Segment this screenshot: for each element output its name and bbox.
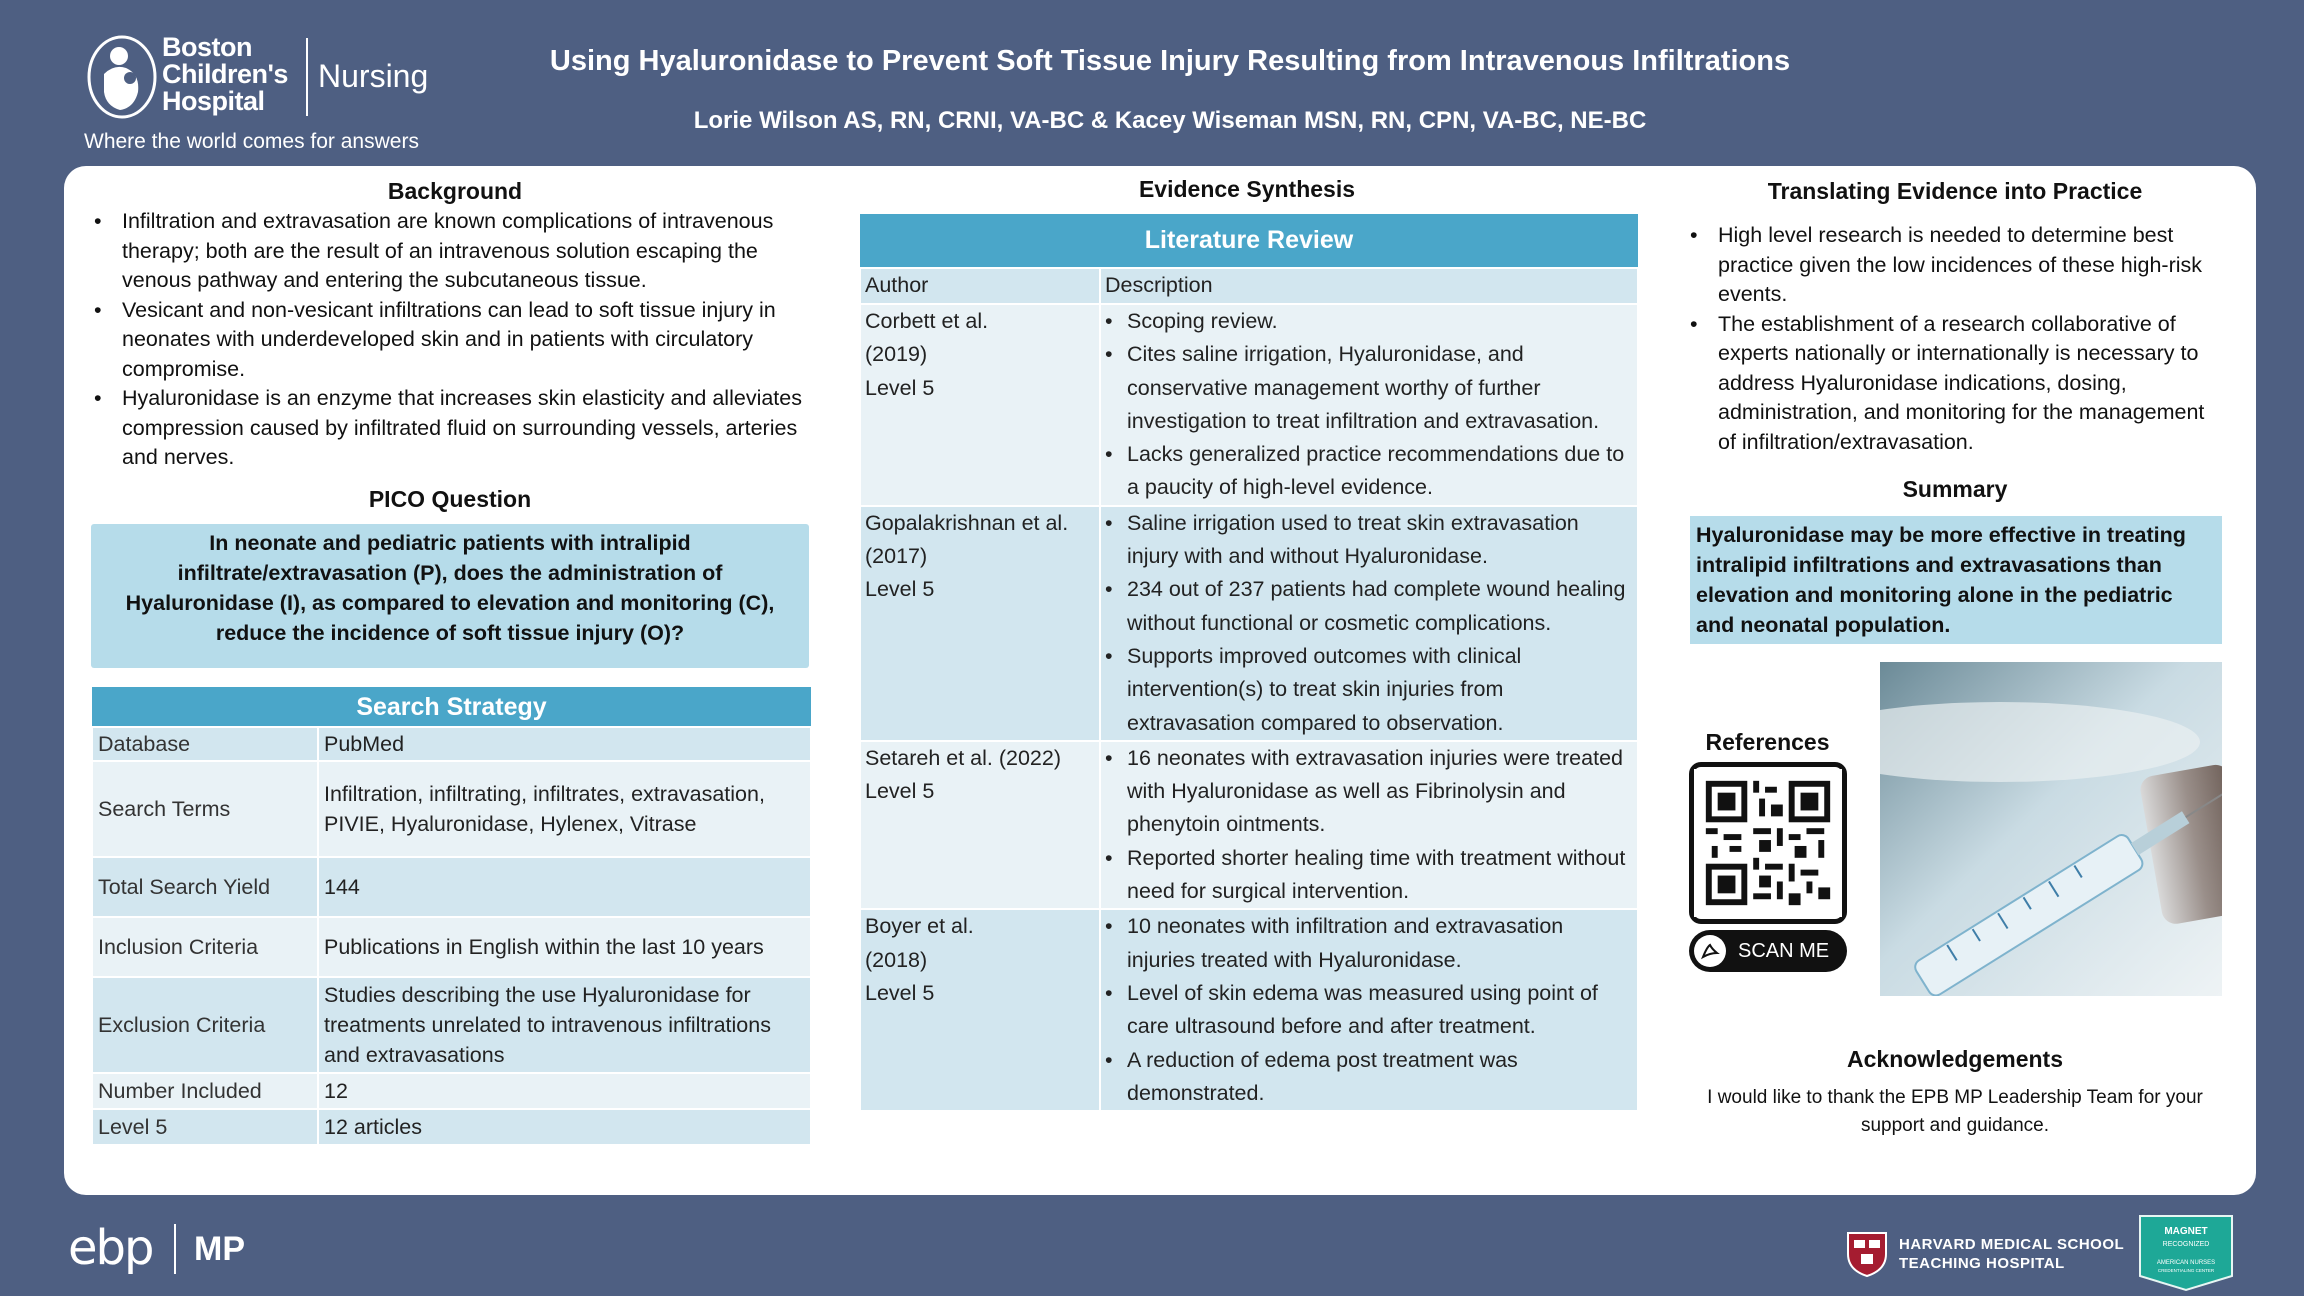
table-row: Exclusion Criteria Studies describing th… — [91, 976, 812, 1074]
table-row: Total Search Yield 144 — [91, 856, 812, 918]
col-description-header: Description — [1099, 267, 1639, 305]
description-point: Supports improved outcomes with clinical… — [1105, 640, 1633, 740]
mother-child-emblem-icon — [87, 35, 157, 119]
row-value: Publications in English within the last … — [317, 916, 812, 978]
syringe-vial-photo — [1880, 662, 2222, 996]
background-item: Infiltration and extravasation are known… — [90, 207, 825, 296]
table-row: Gopalakrishnan et al. (2017) Level 5 Sal… — [859, 504, 1639, 742]
pico-heading: PICO Question — [368, 486, 532, 512]
qr-code-icon — [1694, 769, 1842, 917]
row-key: Inclusion Criteria — [91, 916, 319, 978]
author-cell: Corbett et al. (2019) Level 5 — [859, 303, 1101, 507]
literature-review-table: Literature Review Author Description Cor… — [859, 214, 1639, 1113]
magnet-line1: MAGNET — [2164, 1226, 2207, 1237]
table-row: Level 5 12 articles — [91, 1108, 812, 1146]
harvard-text: HARVARD MEDICAL SCHOOL TEACHING HOSPITAL — [1899, 1236, 2125, 1272]
description-point: 10 neonates with infiltration and extrav… — [1105, 910, 1633, 977]
col-author-header: Author — [859, 267, 1101, 305]
row-key: Level 5 — [91, 1108, 319, 1146]
table-row: Inclusion Criteria Publications in Engli… — [91, 916, 812, 978]
description-point: Lacks generalized practice recommendatio… — [1105, 438, 1633, 505]
table-row: Number Included 12 — [91, 1072, 812, 1110]
description-cell: 16 neonates with extravasation injuries … — [1099, 739, 1639, 911]
author-cell: Gopalakrishnan et al. (2017) Level 5 — [859, 504, 1101, 742]
search-strategy-title: Search Strategy — [92, 687, 811, 727]
row-value: 12 — [317, 1072, 812, 1110]
description-point: Reported shorter healing time with treat… — [1105, 842, 1633, 909]
table-header-row: Author Description — [859, 267, 1639, 305]
translating-item: High level research is needed to determi… — [1686, 221, 2226, 310]
acknowledgements-text: I would like to thank the EPB MP Leaders… — [1707, 1087, 2203, 1136]
acknowledgements-heading: Acknowledgements — [1847, 1046, 2063, 1072]
translating-heading: Translating Evidence into Practice — [1767, 178, 2143, 204]
table-row: Search Terms Infiltration, infiltrating,… — [91, 760, 812, 858]
row-key: Database — [91, 726, 319, 762]
description-point: Level of skin edema was measured using p… — [1105, 977, 1633, 1044]
author-cell: Boyer et al. (2018) Level 5 — [859, 908, 1101, 1113]
row-key: Search Terms — [91, 760, 319, 858]
magnet-line2: RECOGNIZED — [2163, 1241, 2210, 1248]
description-cell: Saline irrigation used to treat skin ext… — [1099, 504, 1639, 742]
mp-wordmark: MP — [194, 1230, 245, 1268]
description-point: Cites saline irrigation, Hyaluronidase, … — [1105, 338, 1633, 438]
boston-childrens-logo: Boston Children's Hospital Nursing — [86, 32, 466, 122]
row-value: 144 — [317, 856, 812, 918]
row-key: Number Included — [91, 1072, 319, 1110]
poster-authors: Lorie Wilson AS, RN, CRNI, VA-BC & Kacey… — [693, 107, 1647, 134]
translating-list: High level research is needed to determi… — [1686, 221, 2226, 457]
magnet-line3: AMERICAN NURSES — [2157, 1260, 2215, 1266]
harvard-logo: HARVARD MEDICAL SCHOOL TEACHING HOSPITAL — [1845, 1230, 2135, 1278]
magnet-recognized-badge: MAGNET RECOGNIZED AMERICAN NURSES CREDEN… — [2136, 1212, 2236, 1292]
table-row: Boyer et al. (2018) Level 5 10 neonates … — [859, 908, 1639, 1113]
logo-divider — [306, 38, 308, 116]
translating-item: The establishment of a research collabor… — [1686, 310, 2226, 458]
description-cell: 10 neonates with infiltration and extrav… — [1099, 908, 1639, 1113]
literature-review-title: Literature Review — [860, 214, 1638, 268]
summary-text: Hyaluronidase may be more effective in t… — [1690, 516, 2222, 644]
ebp-mp-logo: ebp MP — [68, 1218, 268, 1278]
poster-title: Using Hyaluronidase to Prevent Soft Tiss… — [549, 45, 1791, 77]
summary-heading: Summary — [1902, 476, 2008, 502]
row-value: Infiltration, infiltrating, infiltrates,… — [317, 760, 812, 858]
background-heading: Background — [387, 178, 523, 204]
scan-me-label: SCAN ME — [1738, 939, 1830, 962]
table-row: Database PubMed — [91, 726, 812, 762]
row-key: Total Search Yield — [91, 856, 319, 918]
search-strategy-table: Search Strategy Database PubMed Search T… — [91, 687, 812, 1146]
pdf-icon — [1694, 935, 1726, 967]
table-row: Corbett et al. (2019) Level 5 Scoping re… — [859, 303, 1639, 507]
magnet-line4: CREDENTIALING CENTER — [2158, 1268, 2215, 1273]
author-cell: Setareh et al. (2022) Level 5 — [859, 739, 1101, 911]
row-value: PubMed — [317, 726, 812, 762]
evidence-heading: Evidence Synthesis — [1138, 176, 1356, 202]
harvard-shield-icon — [1847, 1232, 1887, 1278]
description-point: Saline irrigation used to treat skin ext… — [1105, 507, 1633, 574]
row-value: 12 articles — [317, 1108, 812, 1146]
description-point: 234 out of 237 patients had complete wou… — [1105, 573, 1633, 640]
description-point: 16 neonates with extravasation injuries … — [1105, 742, 1633, 842]
logo-nursing: Nursing — [318, 58, 429, 94]
references-heading: References — [1705, 729, 1830, 755]
tagline: Where the world comes for answers — [84, 130, 419, 153]
ebp-wordmark: ebp — [68, 1220, 154, 1276]
description-cell: Scoping review. Cites saline irrigation,… — [1099, 303, 1639, 507]
scan-me-button[interactable]: SCAN ME — [1689, 930, 1847, 972]
references-qr-code[interactable] — [1689, 762, 1847, 924]
row-value: Studies describing the use Hyaluronidase… — [317, 976, 812, 1074]
logo-wordmark: Boston Children's Hospital — [162, 32, 288, 116]
ebp-divider — [174, 1224, 176, 1274]
description-point: Scoping review. — [1105, 305, 1633, 339]
table-row: Setareh et al. (2022) Level 5 16 neonate… — [859, 739, 1639, 911]
pico-question: In neonate and pediatric patients with i… — [91, 524, 809, 668]
description-point: A reduction of edema post treatment was … — [1105, 1044, 1633, 1111]
background-item: Vesicant and non-vesicant infiltrations … — [90, 296, 825, 385]
background-list: Infiltration and extravasation are known… — [90, 207, 825, 473]
row-key: Exclusion Criteria — [91, 976, 319, 1074]
background-item: Hyaluronidase is an enzyme that increase… — [90, 384, 825, 473]
